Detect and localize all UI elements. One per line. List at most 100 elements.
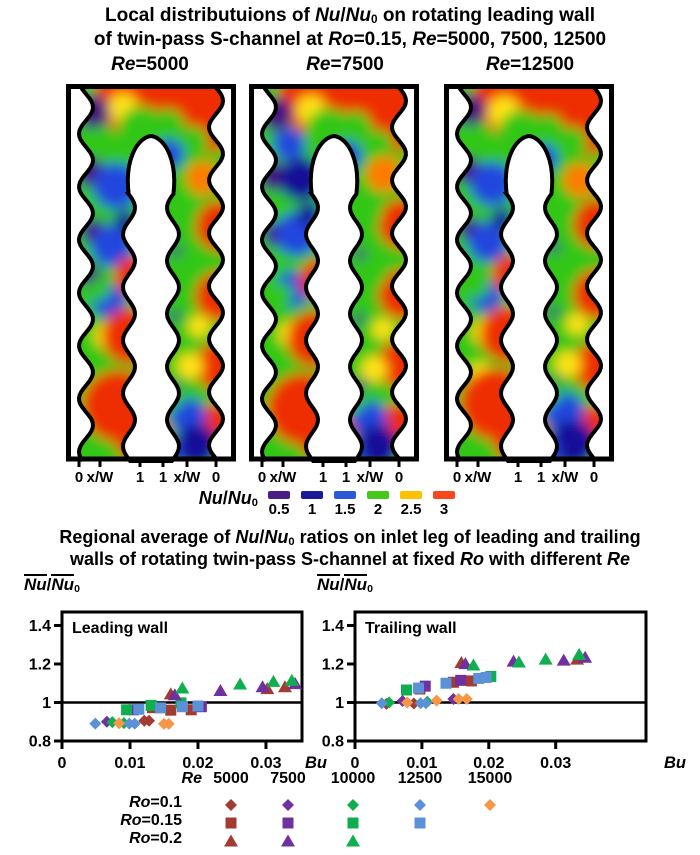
panel-axis-label: 0	[74, 469, 84, 486]
contour-blob	[354, 200, 382, 228]
scatter-point	[452, 693, 465, 706]
scatter-section-title-line2: walls of rotating twin-pass S-channel at…	[69, 549, 631, 569]
legend-marker-square	[225, 817, 237, 829]
contour-blob	[548, 198, 576, 226]
legend-row-label: Ro=0.15	[120, 812, 182, 829]
contour-panels: 0 x/W 1 1 x/W 0 0 x/W 1 1 x/W 0 0 x/W 1 1 x/W 0	[0, 84, 700, 486]
scatter-point	[396, 694, 409, 707]
scatter-point	[175, 681, 190, 694]
left-wavy-wall	[454, 84, 474, 463]
colorbar-value: 2.5	[400, 501, 422, 518]
colorbar-value: 1	[307, 501, 317, 518]
contour-blob	[151, 109, 185, 143]
contour-blob	[169, 310, 181, 322]
scatter-point	[162, 717, 175, 730]
y-tick-label: 1	[42, 695, 51, 712]
y-tick-label: 1.2	[322, 656, 344, 673]
panel-border	[444, 84, 614, 462]
panel-border	[66, 84, 236, 462]
legend-row-label: Ro=0.2	[129, 830, 182, 847]
legend-re-header: Re	[181, 770, 202, 787]
legend-marker-square	[282, 817, 294, 829]
panel-axis-label: 0	[394, 469, 404, 486]
plot-frame	[60, 610, 304, 743]
contour-blob	[365, 130, 393, 158]
panel-header-re12500: Re=12500	[485, 54, 575, 75]
panel-axis-label: x/W	[464, 469, 492, 486]
scatter-point	[383, 696, 396, 709]
scatter-point	[430, 694, 443, 707]
scatter-point	[143, 714, 156, 727]
left-wavy-wall	[76, 84, 96, 463]
panel-axis-label: 1	[158, 469, 168, 486]
contour-blob	[468, 222, 508, 262]
contour-blob	[177, 353, 203, 379]
x-tick-label: 0.03	[250, 755, 281, 772]
colorbar-label: Nu/Nu0	[198, 488, 258, 509]
scatter-point	[106, 716, 119, 729]
scatter-point	[538, 652, 553, 665]
scatter-point	[375, 697, 388, 710]
contour-panel-0	[66, 84, 236, 467]
x-tick-label: 0.02	[182, 755, 213, 772]
contour-blob	[354, 248, 366, 260]
contour-blob	[467, 277, 489, 299]
scatter-point	[233, 677, 248, 690]
colorbar-swatch	[433, 491, 455, 499]
legend-marker-diamond	[484, 799, 496, 811]
scatter-point	[440, 677, 452, 689]
x-axis-label: Bu	[305, 754, 327, 772]
panel-axis-label: x/W	[173, 469, 201, 486]
contour-blob	[271, 283, 293, 305]
legend-marker-diamond	[347, 799, 359, 811]
legend-re-value: 7500	[270, 770, 306, 787]
panel-axis-label: x/W	[356, 469, 384, 486]
scatter-point	[128, 717, 141, 730]
panel-axis-label: 1	[318, 469, 328, 486]
legend-marker-square	[414, 817, 426, 829]
colorbar-swatch	[301, 491, 323, 499]
contour-blob	[361, 356, 387, 382]
scatter-point	[266, 674, 281, 687]
panel-border	[249, 84, 419, 462]
x-tick-label: 0.01	[114, 755, 145, 772]
scatter-point	[401, 684, 413, 696]
contour-blob	[188, 315, 210, 337]
left-wavy-wall	[259, 84, 279, 463]
contour-blob	[174, 424, 218, 457]
scatter-point	[89, 717, 102, 730]
plot-inner-title: Leading wall	[72, 620, 168, 637]
y-tick-label: 1.4	[322, 618, 344, 635]
ylabel-trailing-wall: Nu/Nu0	[317, 574, 373, 595]
scatter-point	[458, 657, 473, 670]
scatter-point	[121, 704, 133, 716]
colorbar-value: 2	[373, 501, 383, 518]
contour-blob	[372, 318, 394, 340]
figure-title-line2: of twin-pass S-channel at Ro=0.15, Re=50…	[93, 29, 607, 50]
legend-marker-diamond	[414, 799, 426, 811]
legend-marker-diamond	[282, 799, 294, 811]
scatter-point	[419, 697, 432, 710]
contour-blob	[551, 253, 581, 283]
panel-header-re7500: Re=7500	[306, 54, 384, 75]
scatter-point	[480, 671, 492, 683]
panel-axis-label: x/W	[86, 469, 114, 486]
figure-title-line1: Local distributuions of Nu/Nu0 on rotati…	[105, 5, 595, 27]
legend-re-value: 5000	[213, 770, 249, 787]
plot-inner-title: Trailing wall	[365, 620, 457, 637]
scatter-point	[572, 647, 587, 660]
panel-axis-label: x/W	[551, 469, 579, 486]
contour-blob	[173, 256, 203, 286]
x-tick-label: 0.02	[473, 755, 504, 772]
y-tick-label: 1.2	[29, 656, 51, 673]
scatter-point	[176, 701, 188, 713]
colorbar-value: 3	[439, 501, 449, 518]
panel-axis-label: 0	[589, 469, 599, 486]
scatter-point	[401, 696, 414, 709]
contour-blob	[547, 306, 559, 318]
scatter-point	[155, 702, 167, 714]
plot-trailing-wall: 0.8 1 1.2 1.4 0 0.01 0.02 0.03 Bu Trailing wall	[322, 610, 686, 772]
colorbar-value: 1.5	[334, 501, 356, 518]
scatter-point	[255, 680, 270, 693]
scatter-point	[165, 704, 177, 716]
